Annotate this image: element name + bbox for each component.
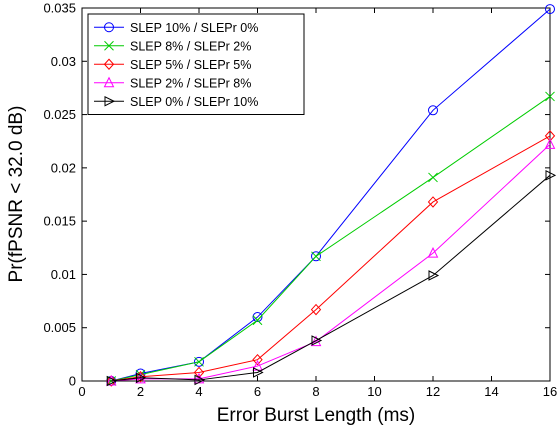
x-tick-label: 14 [484, 384, 498, 399]
y-tick-label: 0.03 [51, 54, 76, 69]
data-point-x [311, 251, 321, 262]
legend-label: SLEP 5% / SLEPr 5% [130, 58, 251, 72]
data-point-triangle-right [194, 374, 206, 386]
data-point-triangle-up [544, 138, 556, 149]
y-tick-label: 0 [69, 374, 76, 389]
y-tick-label: 0.02 [51, 160, 76, 175]
axis-ticks: 0 2 4 6 8 10 12 14 16 0 0.005 0.01 0.015 0.02 0.025 0.0… [43, 1, 557, 400]
series-5 [106, 170, 557, 387]
y-tick-label: 0.01 [51, 267, 76, 282]
x-tick-label: 2 [137, 384, 144, 399]
data-point-diamond [135, 370, 146, 383]
series-line [111, 174, 551, 382]
legend-entry: SLEP 2% / SLEPr 8% [94, 76, 251, 90]
legend-entry: SLEP 5% / SLEPr 5% [94, 58, 251, 72]
y-axis-title: Pr(fPSNR < 32.0 dB) [6, 106, 27, 283]
data-point-triangle-right [253, 367, 264, 378]
legend-entry: SLEP 10% / SLEPr 0% [94, 21, 258, 35]
x-tick-label: 4 [195, 384, 202, 399]
data-point-circle [428, 105, 438, 116]
legend-label: SLEP 0% / SLEPr 10% [130, 95, 258, 109]
data-point-diamond [310, 303, 322, 316]
data-point-x [194, 356, 204, 367]
legend-label: SLEP 10% / SLEPr 0% [130, 21, 258, 35]
data-point-diamond [106, 375, 117, 387]
legend-label: SLEP 2% / SLEPr 8% [130, 76, 251, 90]
x-tick-label: 12 [426, 384, 440, 399]
data-point-triangle-right [545, 170, 557, 181]
data-point-diamond [427, 196, 439, 208]
x-marker-stroke [104, 40, 114, 51]
x-marker-stroke [311, 251, 321, 262]
data-point-diamond [252, 353, 263, 366]
data-point-triangle-right [106, 375, 118, 387]
y-tick-label: 0.035 [43, 1, 76, 16]
data-point-triangle-right [428, 270, 440, 281]
y-tick-label: 0.005 [43, 320, 76, 335]
x-tick-label: 8 [312, 384, 319, 399]
data-point-diamond [544, 130, 556, 142]
data-point-triangle-right [311, 335, 323, 346]
data-point-diamond [103, 58, 115, 70]
x-marker-stroke [428, 172, 438, 183]
data-point-circle [545, 4, 555, 15]
data-point-circle [194, 356, 204, 367]
data-point-circle [104, 22, 114, 33]
data-point-circle [311, 251, 321, 262]
x-tick-label: 0 [78, 384, 85, 399]
data-point-x [428, 172, 438, 183]
y-tick-label: 0.015 [43, 214, 76, 229]
legend-entry: SLEP 8% / SLEPr 2% [94, 39, 251, 53]
data-point-triangle-right [104, 95, 116, 107]
data-point-circle [252, 312, 263, 323]
data-point-triangle-right [136, 372, 147, 384]
series-line [111, 144, 551, 382]
x-tick-label: 10 [367, 384, 381, 399]
data-point-triangle-up [103, 76, 115, 88]
y-tick-label: 0.025 [43, 107, 76, 122]
x-tick-label: 16 [543, 384, 557, 399]
data-point-x [104, 40, 114, 51]
data-point-x [545, 91, 555, 102]
x-marker-stroke [252, 315, 263, 326]
x-axis-title: Error Burst Length (ms) [217, 405, 416, 426]
data-point-x [252, 315, 263, 326]
x-tick-label: 6 [254, 384, 261, 399]
data-point-triangle-up [310, 335, 322, 347]
series-layer [105, 4, 557, 387]
legend-entry: SLEP 0% / SLEPr 10% [94, 95, 258, 109]
x-marker-stroke [194, 356, 204, 367]
series-line [111, 135, 551, 382]
x-marker-stroke [545, 91, 555, 102]
legend-label: SLEP 8% / SLEPr 2% [130, 39, 251, 53]
data-point-triangle-up [427, 246, 439, 258]
legend: SLEP 10% / SLEPr 0% SLEP 8% / SLEPr 2% SLE… [87, 13, 305, 115]
